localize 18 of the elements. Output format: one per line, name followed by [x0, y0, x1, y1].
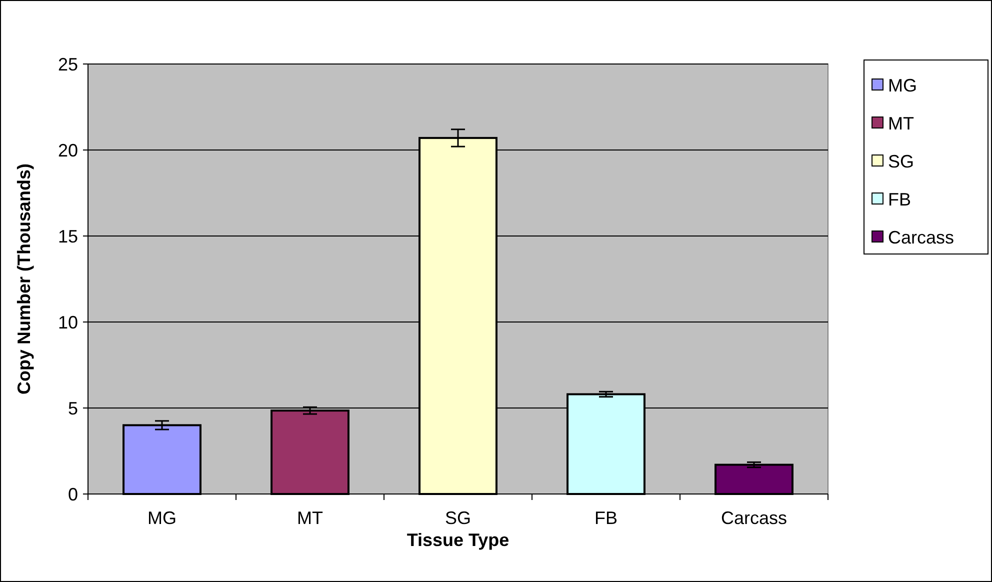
x-tick-label: Carcass [720, 508, 788, 528]
legend-label: FB [888, 189, 912, 210]
y-tick-label: 25 [58, 54, 78, 74]
y-tick-label: 20 [58, 140, 78, 160]
y-tick-label: 0 [68, 484, 78, 504]
x-tick-label: FB [594, 508, 618, 528]
y-axis-title: Copy Number (Thousands) [14, 163, 34, 395]
y-tick-label: 10 [58, 312, 78, 332]
x-tick-label: SG [444, 508, 472, 528]
x-axis-title: Tissue Type [406, 530, 510, 550]
y-tick-label: 5 [68, 398, 78, 418]
legend-label: MG [888, 75, 917, 96]
legend-label: MT [888, 113, 914, 134]
y-tick-label: 15 [58, 226, 78, 246]
x-tick-label: MG [148, 508, 176, 528]
x-tick-label: MT [297, 508, 323, 528]
legend-label: Carcass [888, 227, 954, 248]
legend-label: SG [888, 151, 914, 172]
